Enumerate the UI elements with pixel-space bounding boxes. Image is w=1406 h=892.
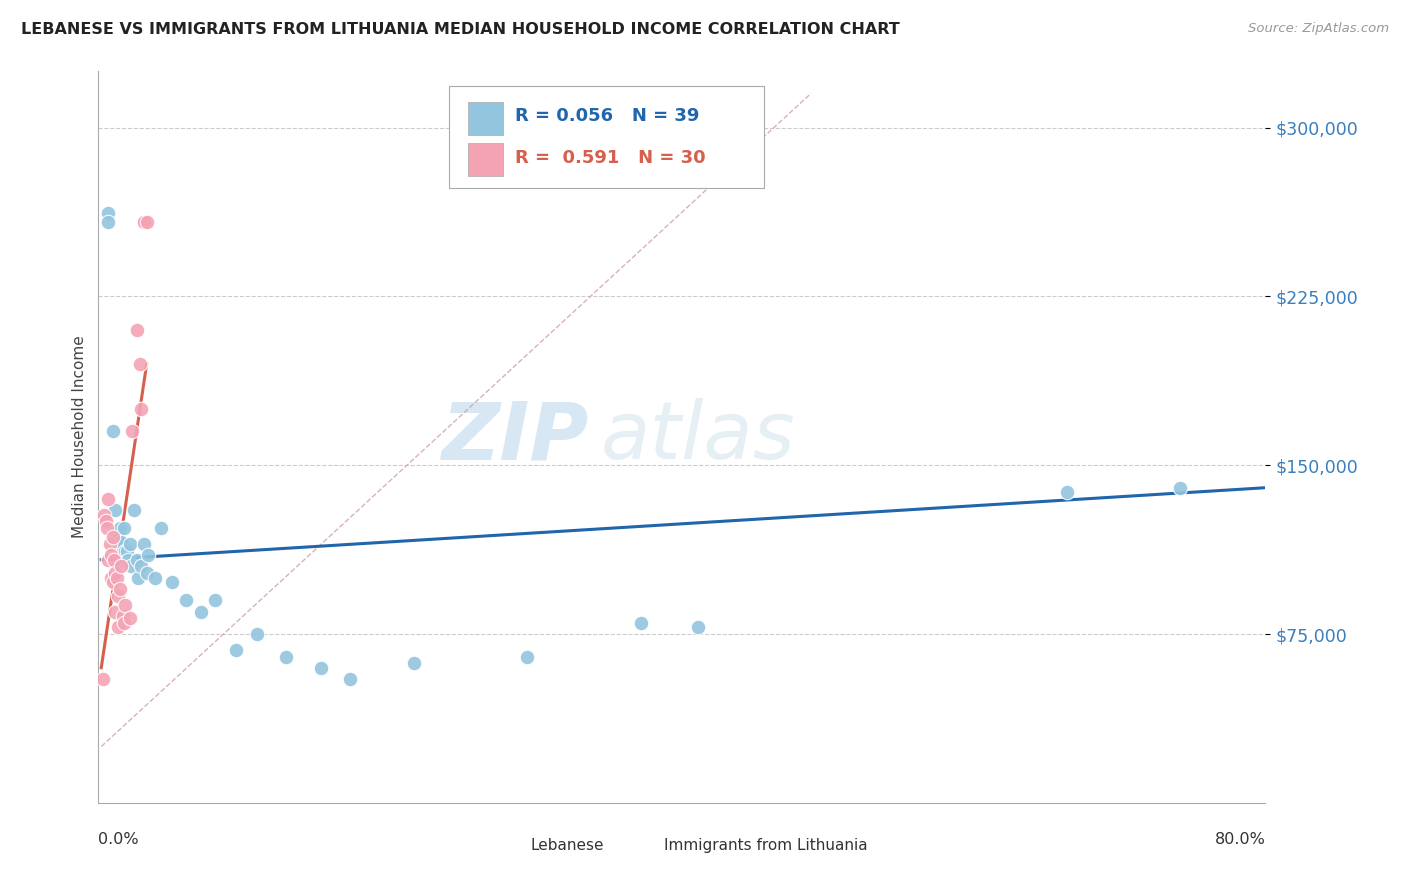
Point — [94, 515, 117, 529]
Point — [98, 537, 121, 551]
Point — [402, 657, 425, 671]
Bar — [495, 833, 523, 858]
Point — [110, 534, 132, 549]
Point — [127, 571, 149, 585]
Point — [97, 491, 120, 506]
Point — [129, 559, 152, 574]
Point — [108, 582, 131, 596]
Point — [104, 566, 127, 581]
Point — [143, 571, 166, 585]
Point — [120, 559, 142, 574]
Point — [97, 215, 120, 229]
Point — [100, 548, 122, 562]
Point — [101, 530, 124, 544]
Text: Lebanese: Lebanese — [530, 838, 603, 854]
Point — [1168, 481, 1191, 495]
Point — [107, 533, 129, 547]
Text: R =  0.591   N = 30: R = 0.591 N = 30 — [515, 149, 706, 167]
Point — [107, 589, 129, 603]
Point — [121, 425, 143, 439]
Point — [132, 215, 155, 229]
Point — [630, 615, 652, 630]
Text: atlas: atlas — [600, 398, 794, 476]
Point — [132, 537, 155, 551]
Point — [103, 553, 125, 567]
Point — [176, 593, 198, 607]
Point — [115, 543, 138, 558]
Y-axis label: Median Household Income: Median Household Income — [72, 335, 87, 539]
Text: LEBANESE VS IMMIGRANTS FROM LITHUANIA MEDIAN HOUSEHOLD INCOME CORRELATION CHART: LEBANESE VS IMMIGRANTS FROM LITHUANIA ME… — [21, 22, 900, 37]
Point — [246, 627, 269, 641]
Point — [117, 553, 139, 567]
Point — [136, 548, 159, 562]
Point — [96, 521, 118, 535]
Point — [97, 553, 120, 567]
Point — [311, 661, 333, 675]
Point — [686, 620, 709, 634]
Point — [101, 425, 124, 439]
Point — [274, 649, 297, 664]
Point — [105, 571, 128, 585]
Point — [162, 575, 184, 590]
Point — [128, 357, 150, 371]
Point — [97, 206, 120, 220]
Point — [125, 553, 148, 567]
Point — [516, 649, 538, 664]
Text: Source: ZipAtlas.com: Source: ZipAtlas.com — [1249, 22, 1389, 36]
Point — [125, 323, 148, 337]
Point — [110, 559, 132, 574]
Point — [111, 553, 134, 567]
Bar — [468, 102, 503, 135]
Point — [100, 571, 122, 585]
Point — [105, 525, 128, 540]
Point — [225, 642, 247, 657]
Point — [339, 672, 361, 686]
Point — [118, 537, 141, 551]
Point — [108, 521, 131, 535]
Text: Immigrants from Lithuania: Immigrants from Lithuania — [665, 838, 868, 854]
Point — [101, 575, 124, 590]
Point — [91, 672, 114, 686]
Point — [132, 215, 155, 229]
Point — [104, 605, 127, 619]
Text: 0.0%: 0.0% — [98, 832, 139, 847]
Point — [135, 566, 157, 581]
Point — [104, 503, 127, 517]
Point — [114, 543, 136, 558]
Point — [122, 503, 145, 517]
Point — [204, 593, 226, 607]
Point — [135, 215, 157, 229]
Point — [118, 611, 141, 625]
Bar — [468, 143, 503, 176]
Point — [111, 609, 134, 624]
Point — [93, 508, 115, 522]
Point — [107, 620, 129, 634]
Bar — [630, 833, 658, 858]
Text: ZIP: ZIP — [441, 398, 589, 476]
Point — [149, 521, 172, 535]
Point — [112, 615, 135, 630]
Point — [129, 401, 152, 416]
Point — [190, 605, 212, 619]
Text: 80.0%: 80.0% — [1215, 832, 1265, 847]
Point — [1056, 485, 1078, 500]
FancyBboxPatch shape — [449, 86, 763, 188]
Text: R = 0.056   N = 39: R = 0.056 N = 39 — [515, 107, 699, 125]
Point — [112, 521, 135, 535]
Point — [114, 598, 136, 612]
